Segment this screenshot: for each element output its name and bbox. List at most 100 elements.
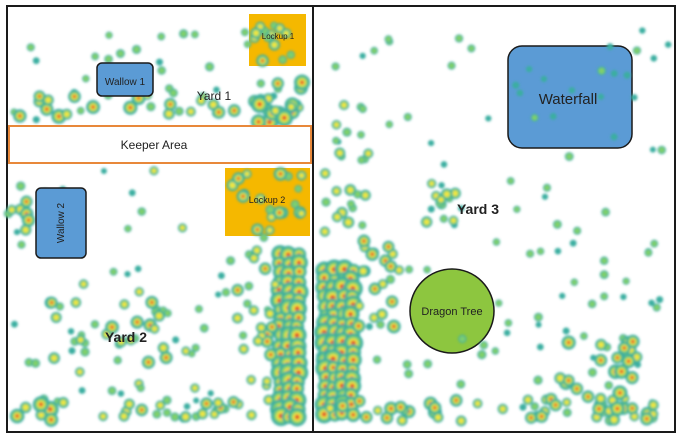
heat-spot: [586, 395, 590, 399]
heat-spot: [73, 299, 79, 306]
heat-spot: [215, 291, 222, 298]
heat-spot: [150, 300, 154, 305]
heat-spot: [610, 70, 618, 77]
heat-spot: [606, 43, 614, 50]
heat-spot: [656, 296, 664, 304]
heat-spot: [157, 402, 163, 408]
heat-spot: [485, 115, 492, 122]
heat-spot: [244, 171, 250, 177]
heat-spot: [256, 119, 261, 124]
heat-spot: [390, 299, 394, 304]
heat-spot: [630, 94, 638, 101]
heat-spot: [156, 58, 164, 66]
heat-spot: [385, 416, 389, 420]
heat-spot: [258, 325, 264, 331]
heat-spot: [406, 266, 412, 273]
heat-spot: [566, 378, 571, 383]
heat-spot: [270, 325, 274, 329]
heat-spot: [15, 414, 20, 418]
heat-spot: [557, 375, 564, 382]
heat-spot: [452, 190, 458, 197]
heat-spot: [664, 41, 672, 48]
heat-spot: [17, 182, 25, 190]
heat-spot: [100, 414, 106, 419]
heat-spot: [539, 414, 544, 419]
heat-spot: [241, 194, 245, 199]
heat-spot: [50, 301, 54, 305]
heat-spot: [271, 42, 278, 48]
heat-spot: [56, 114, 61, 119]
heat-spot: [540, 75, 548, 83]
heat-spot: [427, 205, 435, 213]
heat-spot: [37, 94, 42, 98]
heat-spot: [164, 355, 168, 360]
heat-spot: [257, 24, 263, 30]
heat-spot: [183, 348, 189, 354]
heat-spot: [526, 66, 533, 73]
heat-spot: [345, 219, 352, 226]
heat-spot: [594, 414, 600, 420]
heat-spot: [424, 267, 430, 273]
heat-spot: [597, 395, 604, 402]
heat-spot: [188, 109, 194, 114]
heat-spot: [295, 186, 301, 192]
heat-spot: [648, 299, 655, 307]
heat-spot: [334, 188, 339, 194]
heat-spot: [348, 201, 354, 207]
heat-spot: [438, 197, 444, 203]
heat-spot: [199, 411, 206, 417]
heat-spot: [365, 322, 373, 330]
heat-spot: [631, 339, 635, 344]
heat-spot: [9, 207, 15, 213]
heat-spot: [135, 320, 139, 324]
heat-spot: [537, 248, 544, 255]
heat-spot: [322, 229, 328, 235]
heat-spot: [156, 313, 162, 319]
heat-spot: [206, 63, 213, 70]
heat-spot: [433, 406, 437, 410]
heat-spot: [360, 268, 366, 274]
heat-spot: [340, 404, 345, 408]
heatmap-layer: [3, 21, 672, 427]
heat-spot: [153, 410, 161, 418]
heat-spot: [11, 320, 18, 328]
heat-spot: [215, 400, 221, 406]
heat-spot: [330, 356, 336, 362]
heat-spot: [574, 227, 581, 234]
heat-spot: [331, 365, 335, 370]
heat-spot: [651, 240, 658, 247]
heat-spot: [389, 264, 393, 268]
heat-spot: [281, 115, 287, 121]
heat-spot: [500, 406, 506, 412]
heat-spot: [276, 287, 281, 292]
heat-spot: [249, 412, 255, 418]
heat-spot: [492, 348, 498, 354]
heat-spot: [296, 315, 301, 320]
heat-spot: [255, 338, 261, 344]
wallow-1-label: Wallow 1: [105, 77, 146, 88]
heat-spot: [164, 310, 171, 317]
heat-spot: [126, 401, 132, 407]
right-enclosure-outline: [312, 5, 676, 433]
heat-spot: [610, 397, 616, 403]
heat-spot: [351, 357, 356, 363]
heat-spot: [137, 385, 144, 391]
heat-spot: [357, 303, 362, 309]
heat-spot: [379, 311, 385, 318]
heat-spot: [32, 57, 40, 65]
heat-spot: [295, 350, 301, 355]
heat-spot: [459, 335, 466, 342]
heat-spot: [396, 267, 402, 273]
heat-spot: [622, 346, 626, 350]
heat-spot: [424, 360, 431, 368]
heat-spot: [258, 196, 263, 202]
heat-spot: [257, 101, 262, 107]
heat-spot: [77, 107, 84, 114]
heat-spot: [158, 67, 165, 74]
heat-spot: [323, 375, 328, 379]
heat-spot: [525, 397, 531, 403]
heat-spot: [377, 321, 384, 328]
heat-spot: [163, 409, 171, 416]
heat-spot: [229, 182, 236, 189]
heat-spot: [589, 300, 596, 307]
